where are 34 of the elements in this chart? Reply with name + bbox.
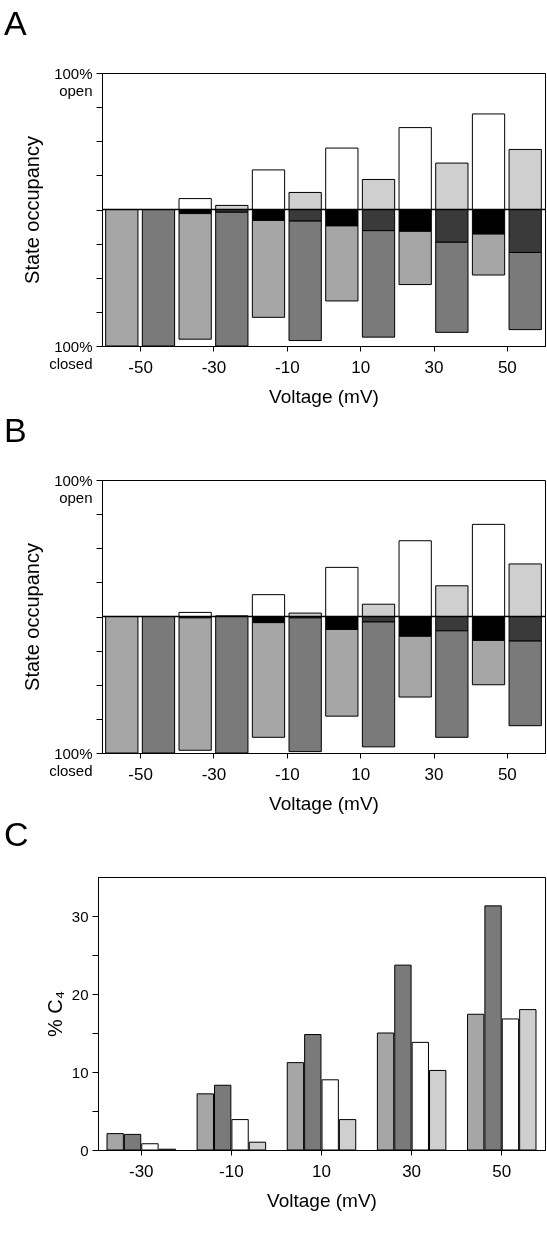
x-tick-label: 50 [492, 1161, 512, 1181]
x-axis-title: Voltage (mV) [267, 1189, 377, 1211]
x-tick-label: 10 [351, 357, 371, 377]
x-tick-label: 10 [351, 764, 371, 784]
y-tick-label: 30 [71, 907, 89, 925]
x-tick-label: -30 [128, 1161, 154, 1181]
y-axis-title: State occupancy [21, 543, 44, 691]
x-tick-label: -10 [275, 357, 300, 377]
y-axis-title: % C₄ [43, 991, 66, 1037]
x-tick-label: 10 [312, 1161, 331, 1181]
x-tick-label: -50 [128, 764, 153, 784]
x-tick-label: 30 [424, 357, 444, 377]
y-tick-label: 100% closed [49, 744, 93, 779]
x-tick-label: 30 [424, 764, 444, 784]
x-tick-label: -10 [219, 1161, 244, 1181]
x-tick-label: 50 [497, 764, 517, 784]
chart-title: B [4, 411, 27, 449]
x-tick-label: 30 [402, 1161, 422, 1181]
y-tick-label: 10 [71, 1063, 89, 1081]
x-tick-label: -30 [201, 764, 227, 784]
x-tick-label: 50 [497, 357, 517, 377]
x-tick-label: -50 [128, 357, 153, 377]
y-tick-label: 100% open [54, 471, 93, 506]
x-axis-title: Voltage (mV) [269, 792, 379, 814]
y-tick-label: 100% closed [49, 337, 93, 372]
y-tick-label: 100% open [54, 64, 93, 99]
x-axis-title: Voltage (mV) [269, 385, 379, 407]
y-axis-title: State occupancy [21, 136, 44, 284]
x-tick-label: -30 [201, 357, 227, 377]
chart-title: C [4, 815, 29, 853]
x-tick-label: -10 [275, 764, 300, 784]
chart-title: A [4, 4, 27, 42]
y-tick-label: 20 [71, 985, 89, 1003]
y-tick-label: 0 [80, 1141, 89, 1159]
